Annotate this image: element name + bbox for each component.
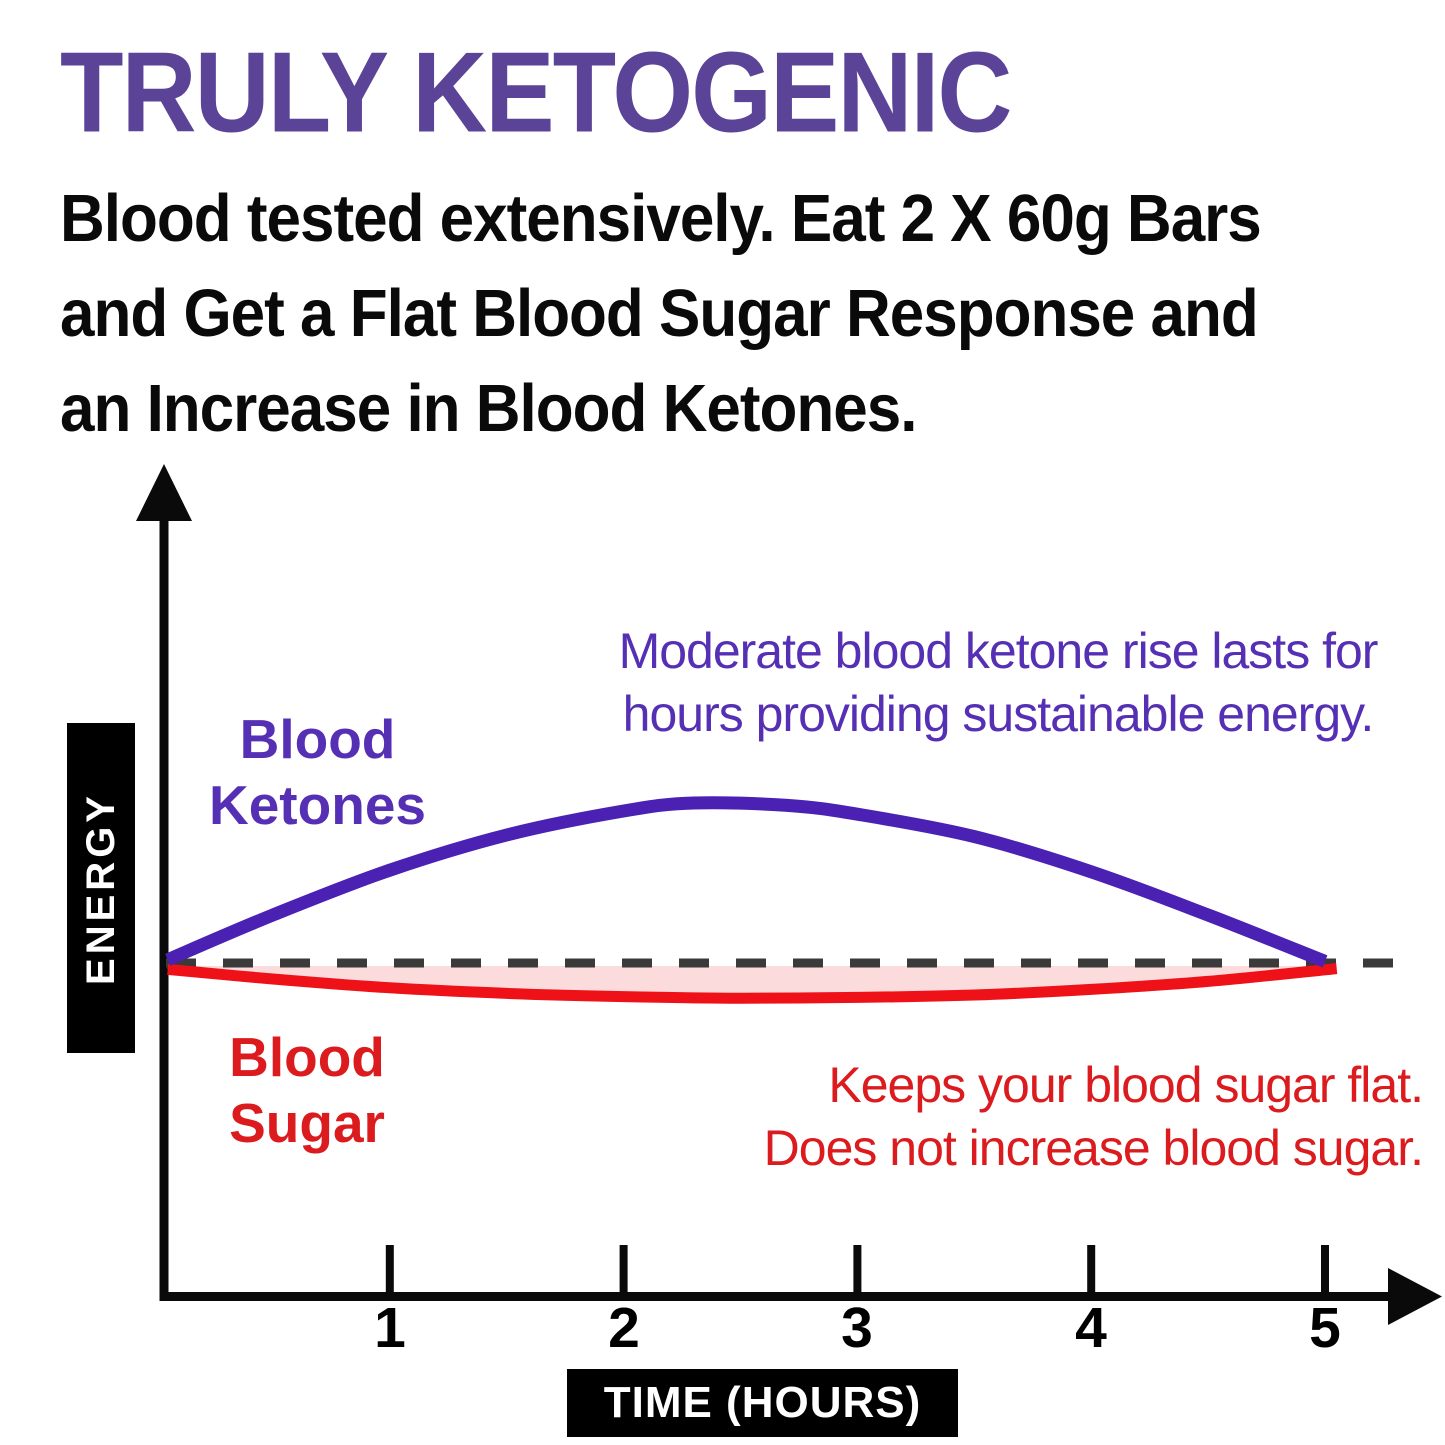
x-tick-label: 4	[1075, 1296, 1107, 1360]
y-axis-line	[159, 510, 169, 1301]
blood-sugar-series-label: Blood Sugar	[212, 1024, 402, 1156]
blood-ketones-annotation-line: Moderate blood ketone rise lasts for	[618, 623, 1379, 679]
blood-sugar-annotation: Keeps your blood sugar flat. Does not in…	[613, 1054, 1424, 1180]
subtitle-line: an Increase in Blood Ketones.	[60, 371, 917, 447]
blood-ketones-series-label: Blood Ketones	[190, 706, 445, 838]
x-axis-tick	[853, 1245, 862, 1293]
blood-ketones-series-label-line: Ketones	[209, 774, 426, 836]
x-tick-label: 1	[374, 1296, 406, 1360]
x-axis-line	[159, 1292, 1396, 1301]
blood-sugar-curve	[167, 963, 1338, 1004]
y-axis-arrowhead	[136, 464, 192, 521]
blood-ketones-annotation: Moderate blood ketone rise lasts for hou…	[553, 620, 1443, 746]
page-title: TRULY KETOGENIC	[60, 29, 1012, 157]
subtitle-line: Blood tested extensively. Eat 2 X 60g Ba…	[60, 181, 1262, 257]
y-axis-label: ENERGY	[78, 791, 123, 985]
x-axis-label-box: TIME (HOURS)	[567, 1369, 958, 1437]
x-axis	[159, 1268, 1442, 1325]
x-axis-label: TIME (HOURS)	[603, 1378, 922, 1427]
subtitle: Blood tested extensively. Eat 2 X 60g Ba…	[60, 172, 1262, 457]
x-axis-tick	[1321, 1245, 1329, 1293]
x-tick-label: 5	[1309, 1296, 1341, 1360]
x-tick-label: 2	[608, 1296, 640, 1360]
x-axis-tick	[1087, 1245, 1096, 1293]
blood-ketones-annotation-line: hours providing sustainable energy.	[622, 686, 1375, 742]
blood-sugar-series-label-line: Blood	[229, 1026, 385, 1088]
x-axis-arrowhead	[1388, 1268, 1442, 1325]
blood-sugar-annotation-line: Does not increase blood sugar.	[763, 1120, 1424, 1176]
x-axis-tick	[385, 1245, 394, 1293]
x-tick-label: 3	[841, 1296, 873, 1360]
x-axis-tick	[619, 1245, 628, 1293]
blood-ketones-curve	[165, 796, 1328, 968]
blood-ketones-series-label-line: Blood	[239, 708, 396, 770]
blood-sugar-annotation-line: Keeps your blood sugar flat.	[828, 1057, 1424, 1113]
y-axis-label-box: ENERGY	[67, 723, 135, 1053]
blood-sugar-series-label-line: Sugar	[229, 1092, 385, 1154]
y-axis	[136, 464, 192, 1301]
subtitle-line: and Get a Flat Blood Sugar Response and	[60, 276, 1259, 352]
x-axis-ticks	[385, 1245, 1329, 1293]
